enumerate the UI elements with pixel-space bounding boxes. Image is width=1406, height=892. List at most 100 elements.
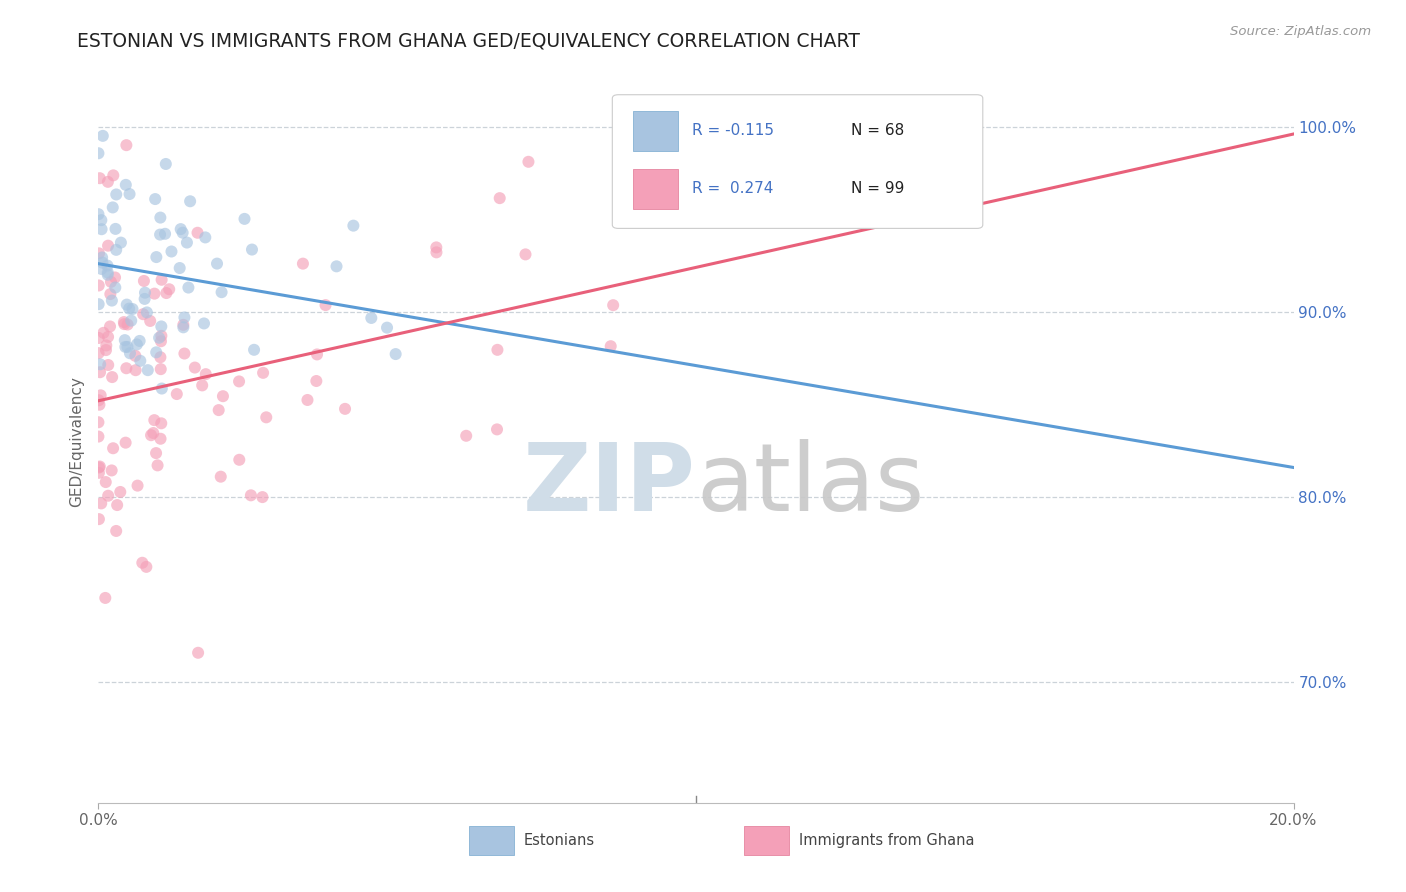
- Point: [240, 243, 263, 257]
- Point: [169, 260, 191, 275]
- Point: [599, 339, 621, 353]
- Point: [101, 370, 124, 384]
- Point: [115, 297, 138, 311]
- Point: [97, 238, 120, 252]
- Point: [325, 260, 347, 274]
- Point: [132, 307, 155, 321]
- Point: [97, 358, 120, 372]
- Point: [87, 415, 110, 429]
- Point: [124, 349, 146, 363]
- Point: [149, 432, 172, 446]
- Text: N = 68: N = 68: [852, 123, 904, 138]
- Point: [333, 401, 356, 416]
- Y-axis label: GED/Equivalency: GED/Equivalency: [69, 376, 84, 507]
- Point: [194, 230, 217, 244]
- Point: [87, 460, 110, 475]
- Point: [87, 429, 110, 443]
- Point: [191, 378, 214, 392]
- Point: [134, 285, 156, 300]
- Point: [485, 422, 508, 436]
- Point: [179, 194, 201, 209]
- Text: ZIP: ZIP: [523, 439, 696, 531]
- Point: [93, 326, 115, 340]
- Point: [94, 343, 117, 357]
- Point: [149, 362, 172, 376]
- Point: [211, 285, 233, 300]
- Point: [118, 301, 141, 316]
- Text: atlas: atlas: [696, 439, 924, 531]
- Point: [97, 175, 120, 189]
- Point: [90, 262, 112, 277]
- Point: [208, 403, 231, 417]
- Point: [101, 442, 124, 456]
- Point: [488, 191, 510, 205]
- Point: [121, 301, 143, 316]
- Point: [114, 178, 136, 192]
- Point: [139, 428, 162, 442]
- Point: [166, 387, 188, 401]
- Point: [135, 560, 157, 574]
- Point: [89, 357, 111, 371]
- Point: [602, 298, 624, 312]
- Point: [212, 389, 235, 403]
- Point: [114, 340, 136, 354]
- Point: [228, 452, 250, 467]
- Point: [105, 243, 128, 257]
- Point: [456, 429, 478, 443]
- Point: [110, 485, 132, 500]
- Point: [98, 319, 121, 334]
- Point: [136, 363, 159, 377]
- Point: [100, 463, 122, 477]
- Point: [98, 287, 121, 301]
- Point: [254, 410, 277, 425]
- Point: [384, 347, 406, 361]
- Point: [115, 138, 138, 153]
- Point: [517, 154, 540, 169]
- Text: Immigrants from Ghana: Immigrants from Ghana: [799, 833, 974, 848]
- Point: [127, 478, 149, 492]
- Point: [315, 298, 337, 312]
- Point: [172, 226, 194, 240]
- Point: [252, 490, 274, 504]
- FancyBboxPatch shape: [633, 111, 678, 151]
- Point: [104, 222, 127, 236]
- Point: [87, 466, 110, 480]
- Point: [114, 333, 136, 347]
- Point: [110, 235, 132, 250]
- Point: [90, 213, 112, 227]
- Point: [172, 318, 194, 332]
- Point: [132, 274, 155, 288]
- Point: [150, 319, 173, 334]
- Point: [239, 488, 262, 502]
- Point: [97, 265, 120, 279]
- Point: [145, 250, 167, 264]
- Point: [97, 268, 120, 282]
- Point: [149, 227, 172, 242]
- Point: [305, 347, 328, 361]
- Point: [142, 425, 165, 440]
- Point: [103, 169, 125, 183]
- Point: [96, 338, 118, 352]
- Point: [118, 346, 141, 360]
- Point: [160, 244, 183, 259]
- Point: [89, 171, 111, 186]
- Point: [105, 498, 128, 512]
- FancyBboxPatch shape: [613, 95, 983, 228]
- Point: [149, 350, 172, 364]
- Point: [91, 255, 114, 269]
- Point: [305, 374, 328, 388]
- Point: [155, 157, 177, 171]
- Point: [128, 334, 150, 348]
- Point: [155, 286, 177, 301]
- Text: R = -0.115: R = -0.115: [692, 123, 775, 138]
- Point: [117, 340, 139, 354]
- Point: [149, 334, 172, 349]
- Point: [94, 475, 117, 489]
- FancyBboxPatch shape: [470, 826, 515, 855]
- Point: [96, 259, 118, 273]
- Point: [94, 591, 117, 605]
- Point: [112, 315, 135, 329]
- Point: [100, 275, 122, 289]
- Point: [176, 235, 198, 250]
- Point: [117, 318, 139, 332]
